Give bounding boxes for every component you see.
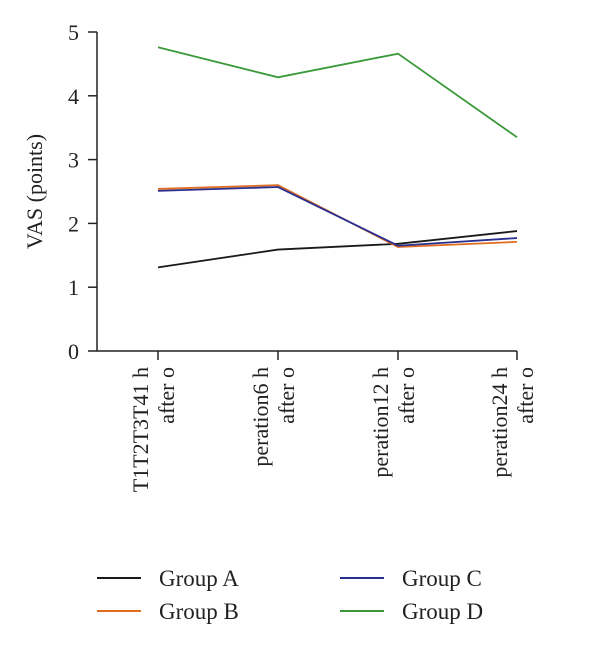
y-axis-label: VAS (points): [22, 134, 47, 249]
y-tick-label: 3: [68, 148, 79, 173]
y-tick-label: 4: [68, 84, 79, 109]
x-tick-label: T1T2T3T41 hafter o: [128, 367, 179, 492]
axes: [96, 32, 517, 352]
x-tick-label: peration12 hafter o: [368, 367, 419, 478]
series-line-group-c: [157, 186, 518, 247]
series-line-group-d: [157, 46, 518, 139]
y-tick-label: 5: [68, 20, 79, 45]
y-tick-label: 0: [68, 339, 79, 364]
x-ticks: T1T2T3T41 hafter o peration6 hafter o pera…: [128, 351, 538, 492]
x-tick-label: peration6 hafter o: [248, 367, 299, 467]
legend-label-group-d: Group D: [402, 599, 483, 624]
legend-label-group-b: Group B: [159, 599, 239, 624]
legend-label-group-a: Group A: [159, 566, 239, 591]
legend-label-group-c: Group C: [402, 566, 482, 591]
y-ticks: 0 1 2 3 4 5: [68, 20, 97, 364]
legend: Group A Group B Group C Group D: [97, 566, 483, 624]
series-line-group-a: [157, 230, 518, 269]
x-tick-label: peration24 hafter o: [487, 367, 538, 478]
y-tick-label: 2: [68, 211, 79, 236]
y-tick-label: 1: [68, 275, 79, 300]
series-lines: [157, 46, 518, 269]
